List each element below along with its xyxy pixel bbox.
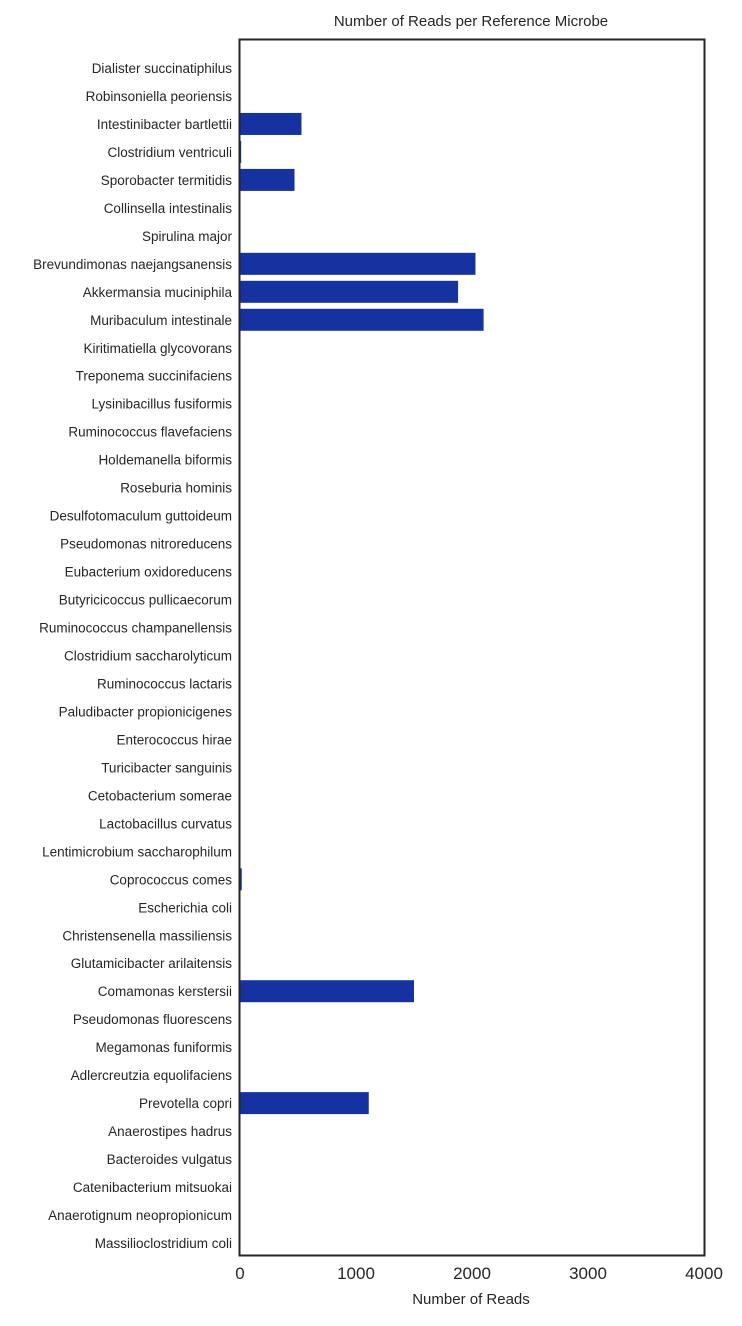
category-label: Ruminococcus champanellensis: [39, 621, 232, 636]
bar: [240, 112, 302, 135]
x-axis-ticks: 0 1000 2000 3000 4000: [235, 1264, 723, 1283]
x-tick-label: 3000: [569, 1264, 607, 1283]
category-label: Anaerotignum neopropionicum: [48, 1208, 232, 1223]
category-label: Lactobacillus curvatus: [99, 816, 232, 831]
category-label: Cetobacterium somerae: [88, 788, 232, 803]
category-label: Brevundimonas naejangsanensis: [33, 257, 232, 272]
bar: [240, 308, 484, 331]
category-label: Ruminococcus flavefaciens: [68, 425, 232, 440]
category-label: Sporobacter termitidis: [101, 173, 233, 188]
category-label: Akkermansia muciniphila: [83, 285, 233, 300]
chart-title: Number of Reads per Reference Microbe: [334, 13, 608, 30]
x-tick-label: 1000: [337, 1264, 375, 1283]
category-label: Prevotella copri: [139, 1096, 232, 1111]
category-label: Kiritimatiella glycovorans: [83, 341, 232, 356]
category-label: Megamonas funiformis: [95, 1040, 232, 1055]
x-axis-label: Number of Reads: [412, 1291, 530, 1308]
category-label: Paludibacter propionicigenes: [59, 704, 233, 719]
category-label: Adlercreutzia equolifaciens: [71, 1068, 233, 1083]
bar: [240, 140, 242, 163]
category-label: Escherichia coli: [138, 900, 232, 915]
category-label: Glutamicibacter arilaitensis: [71, 956, 233, 971]
category-label: Enterococcus hirae: [116, 732, 232, 747]
category-label: Massilioclostridium coli: [95, 1236, 232, 1251]
bar: [240, 252, 476, 275]
bar: [240, 168, 295, 191]
category-label: Ruminococcus lactaris: [97, 676, 232, 691]
category-labels: Dialister succinatiphilus Robinsoniella p…: [33, 61, 232, 1251]
x-tick-label: 0: [235, 1264, 244, 1283]
category-label: Bacteroides vulgatus: [107, 1152, 233, 1167]
category-label: Comamonas kerstersii: [98, 984, 232, 999]
category-label: Robinsoniella peoriensis: [86, 89, 233, 104]
category-label: Clostridium saccharolyticum: [64, 649, 232, 664]
category-label: Dialister succinatiphilus: [92, 61, 233, 76]
category-label: Christensenella massiliensis: [62, 928, 232, 943]
category-label: Spirulina major: [142, 229, 233, 244]
bars-group: [240, 112, 484, 1115]
bar: [240, 280, 459, 303]
category-label: Butyricicoccus pullicaecorum: [59, 593, 232, 608]
category-label: Holdemanella biformis: [98, 453, 232, 468]
bar: [240, 980, 414, 1003]
category-label: Eubacterium oxidoreducens: [65, 565, 233, 580]
category-label: Pseudomonas fluorescens: [73, 1012, 232, 1027]
category-label: Roseburia hominis: [120, 481, 232, 496]
category-label: Muribaculum intestinale: [90, 313, 232, 328]
category-label: Desulfotomaculum guttoideum: [50, 509, 232, 524]
category-label: Coprococcus comes: [110, 872, 233, 887]
category-label: Catenibacterium mitsuokai: [73, 1180, 232, 1195]
category-label: Turicibacter sanguinis: [101, 760, 232, 775]
category-label: Anaerostipes hadrus: [108, 1124, 232, 1139]
category-label: Collinsella intestinalis: [104, 201, 233, 216]
bar: [240, 1092, 369, 1115]
category-label: Pseudomonas nitroreducens: [60, 537, 232, 552]
plot-frame: [238, 38, 706, 1257]
category-label: Intestinibacter bartlettii: [97, 117, 232, 132]
category-label: Treponema succinifaciens: [76, 369, 233, 384]
category-label: Lentimicrobium saccharophilum: [42, 844, 232, 859]
category-label: Lysinibacillus fusiformis: [91, 397, 232, 412]
x-tick-label: 4000: [685, 1264, 723, 1283]
x-tick-label: 2000: [453, 1264, 491, 1283]
category-label: Clostridium ventriculi: [107, 145, 232, 160]
bar: [240, 868, 242, 891]
